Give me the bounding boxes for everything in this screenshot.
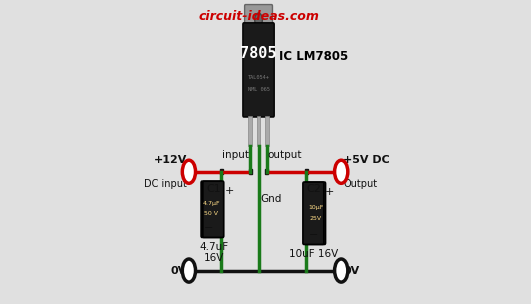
Text: output: output [268,150,302,160]
FancyBboxPatch shape [303,182,324,244]
FancyBboxPatch shape [201,181,222,237]
Text: Gnd: Gnd [261,195,282,204]
Text: +5V DC: +5V DC [344,155,390,164]
Text: C2: C2 [306,184,321,194]
Circle shape [182,160,195,183]
FancyBboxPatch shape [203,181,224,237]
Bar [249,169,252,174]
Text: NML 065: NML 065 [247,88,269,92]
Text: 4.7uF: 4.7uF [199,242,228,252]
Bar [305,169,308,174]
Text: +12V: +12V [153,155,187,164]
Text: 7805: 7805 [241,46,277,61]
FancyBboxPatch shape [243,23,274,117]
Circle shape [335,259,348,282]
Bar [265,116,269,146]
Text: 0V: 0V [344,266,359,275]
Text: C1: C1 [207,184,221,194]
Text: −: − [309,230,319,240]
Circle shape [255,13,262,26]
Text: IC LM7805: IC LM7805 [279,50,348,63]
Text: circuit-ideas.com: circuit-ideas.com [198,10,319,23]
Bar [249,116,252,146]
Circle shape [335,160,348,183]
Text: 16V: 16V [203,253,224,263]
Text: 4.7µF: 4.7µF [202,201,220,206]
Text: −: − [204,223,213,233]
Text: 50 V: 50 V [204,211,218,216]
Text: TAL054+: TAL054+ [247,75,269,80]
Text: 10µF: 10µF [308,205,323,210]
Text: +: + [225,186,234,196]
Text: +: + [324,187,334,197]
Bar [219,169,222,174]
Text: DC input: DC input [144,179,187,189]
Text: 0V: 0V [170,266,187,275]
FancyBboxPatch shape [305,182,326,244]
Circle shape [182,259,195,282]
Bar [266,169,269,174]
FancyBboxPatch shape [245,5,272,38]
Text: Output: Output [344,179,378,189]
Bar [256,116,260,146]
Text: 25V: 25V [310,216,322,221]
Text: 10uF 16V: 10uF 16V [289,249,338,259]
Text: input: input [222,150,250,160]
